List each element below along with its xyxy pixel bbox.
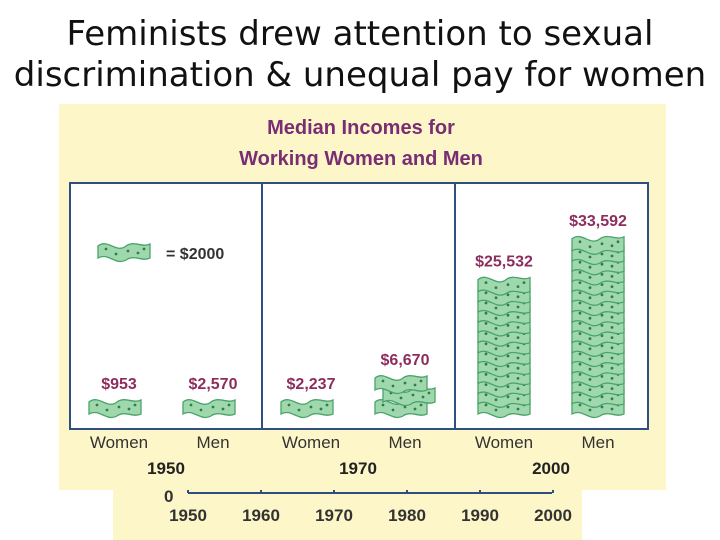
year-label-1950: 1950 [147,459,185,478]
bill-1970-men-2 [374,374,428,395]
bill-1970-women-0 [280,398,334,419]
plot-frame [69,182,649,430]
legend-label: = $2000 [166,246,224,263]
bar-1970-women [280,398,334,419]
bar-2000-men [571,235,625,419]
slide-title-line-1: Feminists drew attention to sexual [66,14,654,54]
legend-bill-shape [97,242,151,263]
underlying-tick-label-2000: 2000 [534,506,572,525]
chart-title-line-1: Median Incomes for [267,117,455,139]
value-label-1950-men: $2,570 [189,376,238,393]
underlying-tick-label-1980: 1980 [388,506,426,525]
bill-2000-women-12 [477,276,531,296]
bill-2000-men-16 [571,235,625,255]
bar-2000-women [477,276,531,419]
bill-1950-women-0 [88,398,142,419]
bar-group [88,235,625,419]
value-label-1970-men: $6,670 [381,352,430,369]
underlying-tick-label-1950: 1950 [169,506,207,525]
value-label-1950-women: $953 [101,376,137,393]
underlying-y-tick-zero: 0 [164,487,173,506]
category-label-2000-men: Men [581,433,614,452]
year-label-2000: 2000 [532,459,570,478]
value-label-2000-men: $33,592 [569,213,627,230]
category-label-2000-women: Women [475,433,533,452]
category-label-1950-women: Women [90,433,148,452]
chart-title-line-2: Working Women and Men [239,148,483,170]
bar-1950-women [88,398,142,419]
category-label-1970-men: Men [388,433,421,452]
bar-1950-men [182,398,236,419]
bar-1970-men [374,374,436,419]
value-label-2000-women: $25,532 [475,254,533,271]
underlying-tick-label-1960: 1960 [242,506,280,525]
value-label-1970-women: $2,237 [287,376,336,393]
category-label-1970-women: Women [282,433,340,452]
slide-title-line-2: discrimination & unequal pay for women [13,55,707,95]
category-label-1950-men: Men [196,433,229,452]
underlying-tick-label-1990: 1990 [461,506,499,525]
bill-1950-men-0 [182,398,236,419]
year-label-1970: 1970 [339,459,377,478]
slide-title: Feminists drew attention to sexual discr… [0,14,720,96]
label-group: $953 Women $2,570 Men 1950 $2,237 Women $6,670 M… [90,213,627,478]
legend: = $2000 [97,242,224,263]
dollar-bill-icon [97,242,151,263]
underlying-tick-label-1970: 1970 [315,506,353,525]
bill-1970-men-0 [374,398,428,419]
